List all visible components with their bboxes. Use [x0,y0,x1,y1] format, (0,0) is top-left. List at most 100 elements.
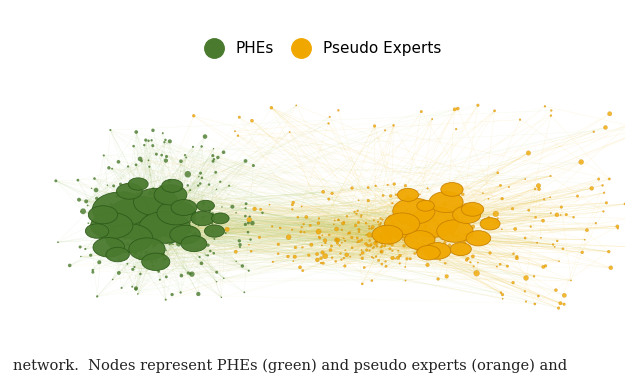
Point [88,269,98,275]
Point [129,221,139,227]
Point [378,192,388,198]
Point [273,251,284,257]
Point [168,226,179,232]
Circle shape [106,247,129,262]
Point [404,199,415,205]
Point [533,183,543,189]
Point [468,263,479,269]
Point [327,190,337,196]
Point [147,259,157,265]
Point [156,236,166,242]
Point [540,103,550,109]
Point [385,228,396,234]
Circle shape [397,188,419,201]
Point [392,234,402,240]
Point [143,225,154,231]
Point [369,244,379,250]
Point [370,230,380,236]
Point [132,291,143,297]
Point [106,229,116,235]
Point [635,244,640,250]
Point [161,213,171,219]
Circle shape [181,236,207,251]
Point [170,208,180,214]
Point [132,225,142,231]
Point [129,238,140,244]
Point [136,216,147,222]
Point [155,225,165,231]
Point [376,238,387,244]
Point [125,210,136,216]
Point [456,235,467,241]
Point [428,230,438,236]
Point [433,212,443,218]
Point [422,262,433,268]
Point [273,241,284,247]
Point [240,221,250,227]
Point [530,186,540,192]
Point [159,214,169,220]
Point [387,231,397,238]
Point [452,233,462,239]
Point [371,239,381,245]
Point [181,239,191,245]
Point [412,219,422,225]
Point [444,221,454,227]
Point [212,269,222,275]
Point [412,245,422,251]
Point [390,228,401,234]
Point [356,237,367,243]
Point [181,235,191,241]
Point [133,211,143,218]
Point [385,231,396,238]
Point [135,228,145,234]
Point [387,229,397,235]
Point [193,234,204,240]
Point [440,231,451,237]
Point [120,221,130,227]
Point [548,242,558,248]
Point [602,200,612,206]
Point [166,200,176,206]
Point [425,236,435,242]
Point [144,236,154,242]
Point [291,103,301,109]
Point [164,204,175,210]
Point [131,200,141,206]
Point [198,204,208,210]
Point [115,229,125,235]
Point [215,179,225,185]
Point [288,258,298,264]
Point [129,143,139,149]
Point [454,205,464,211]
Point [333,217,344,223]
Point [244,242,254,248]
Point [108,276,118,282]
Point [204,205,214,211]
Point [379,229,389,235]
Point [532,240,542,246]
Point [131,210,141,216]
Point [363,242,373,248]
Point [288,199,298,205]
Point [137,206,147,212]
Point [161,297,171,303]
Point [316,260,326,266]
Point [160,137,170,143]
Point [450,219,460,225]
Point [493,215,503,221]
Point [152,215,163,221]
Circle shape [171,199,197,216]
Point [536,235,546,241]
Point [154,268,164,274]
Point [180,236,191,242]
Point [156,226,166,232]
Point [440,260,451,266]
Point [378,231,388,237]
Point [452,106,463,112]
Point [387,218,397,224]
Point [456,204,466,210]
Point [422,185,433,192]
Point [134,191,144,197]
Point [432,231,442,237]
